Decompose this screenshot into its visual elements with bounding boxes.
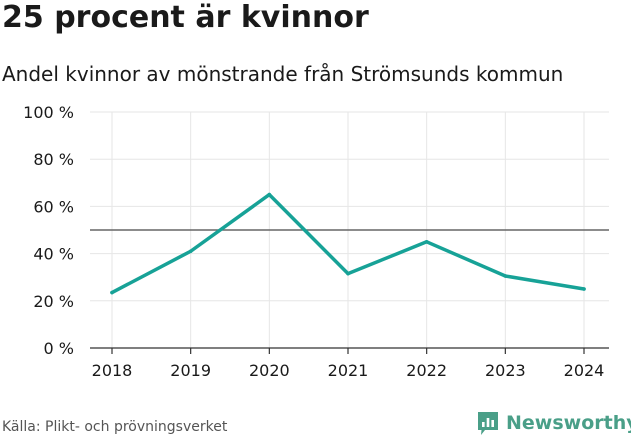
series-layer <box>110 192 586 295</box>
y-axis-labels: 0 % 20 % 40 % 60 % 80 % 100 % <box>23 103 74 358</box>
y-tick-label: 20 % <box>33 292 74 311</box>
y-tick-label: 100 % <box>23 103 74 122</box>
line-chart: 0 % 20 % 40 % 60 % 80 % 100 % 2018 2019 2020 202… <box>23 103 609 380</box>
brand-name: Newsworthy <box>506 412 631 434</box>
chart-title: 25 procent är kvinnor <box>2 0 369 35</box>
y-tick-label: 60 % <box>33 197 74 216</box>
data-point-2023 <box>503 274 508 278</box>
source-note: Källa: Plikt- och prövningsverket <box>2 419 228 435</box>
data-point-2021 <box>346 271 350 276</box>
brand-logo: Newsworthy <box>476 408 631 438</box>
x-tick-label: 2024 <box>564 361 605 380</box>
y-tick-label: 40 % <box>33 245 74 264</box>
data-point-2024 <box>582 287 586 291</box>
data-point-2022 <box>424 240 429 244</box>
x-tick-label: 2020 <box>249 361 290 380</box>
data-point-2020 <box>267 192 272 197</box>
y-tick-label: 0 % <box>44 339 74 358</box>
x-axis: 2018 2019 2020 2021 2022 2023 2024 <box>90 347 609 380</box>
x-tick-label: 2022 <box>406 361 447 380</box>
x-tick-label: 2023 <box>485 361 526 380</box>
newsworthy-logo-icon <box>478 412 498 435</box>
y-tick-label: 80 % <box>33 150 74 169</box>
x-tick-label: 2019 <box>170 361 211 380</box>
data-point-2019 <box>188 249 193 254</box>
x-tick-label: 2018 <box>92 361 133 380</box>
data-point-2018 <box>110 290 114 295</box>
chart-subtitle: Andel kvinnor av mönstrande från Strömsu… <box>2 62 564 86</box>
x-tick-label: 2021 <box>328 361 369 380</box>
